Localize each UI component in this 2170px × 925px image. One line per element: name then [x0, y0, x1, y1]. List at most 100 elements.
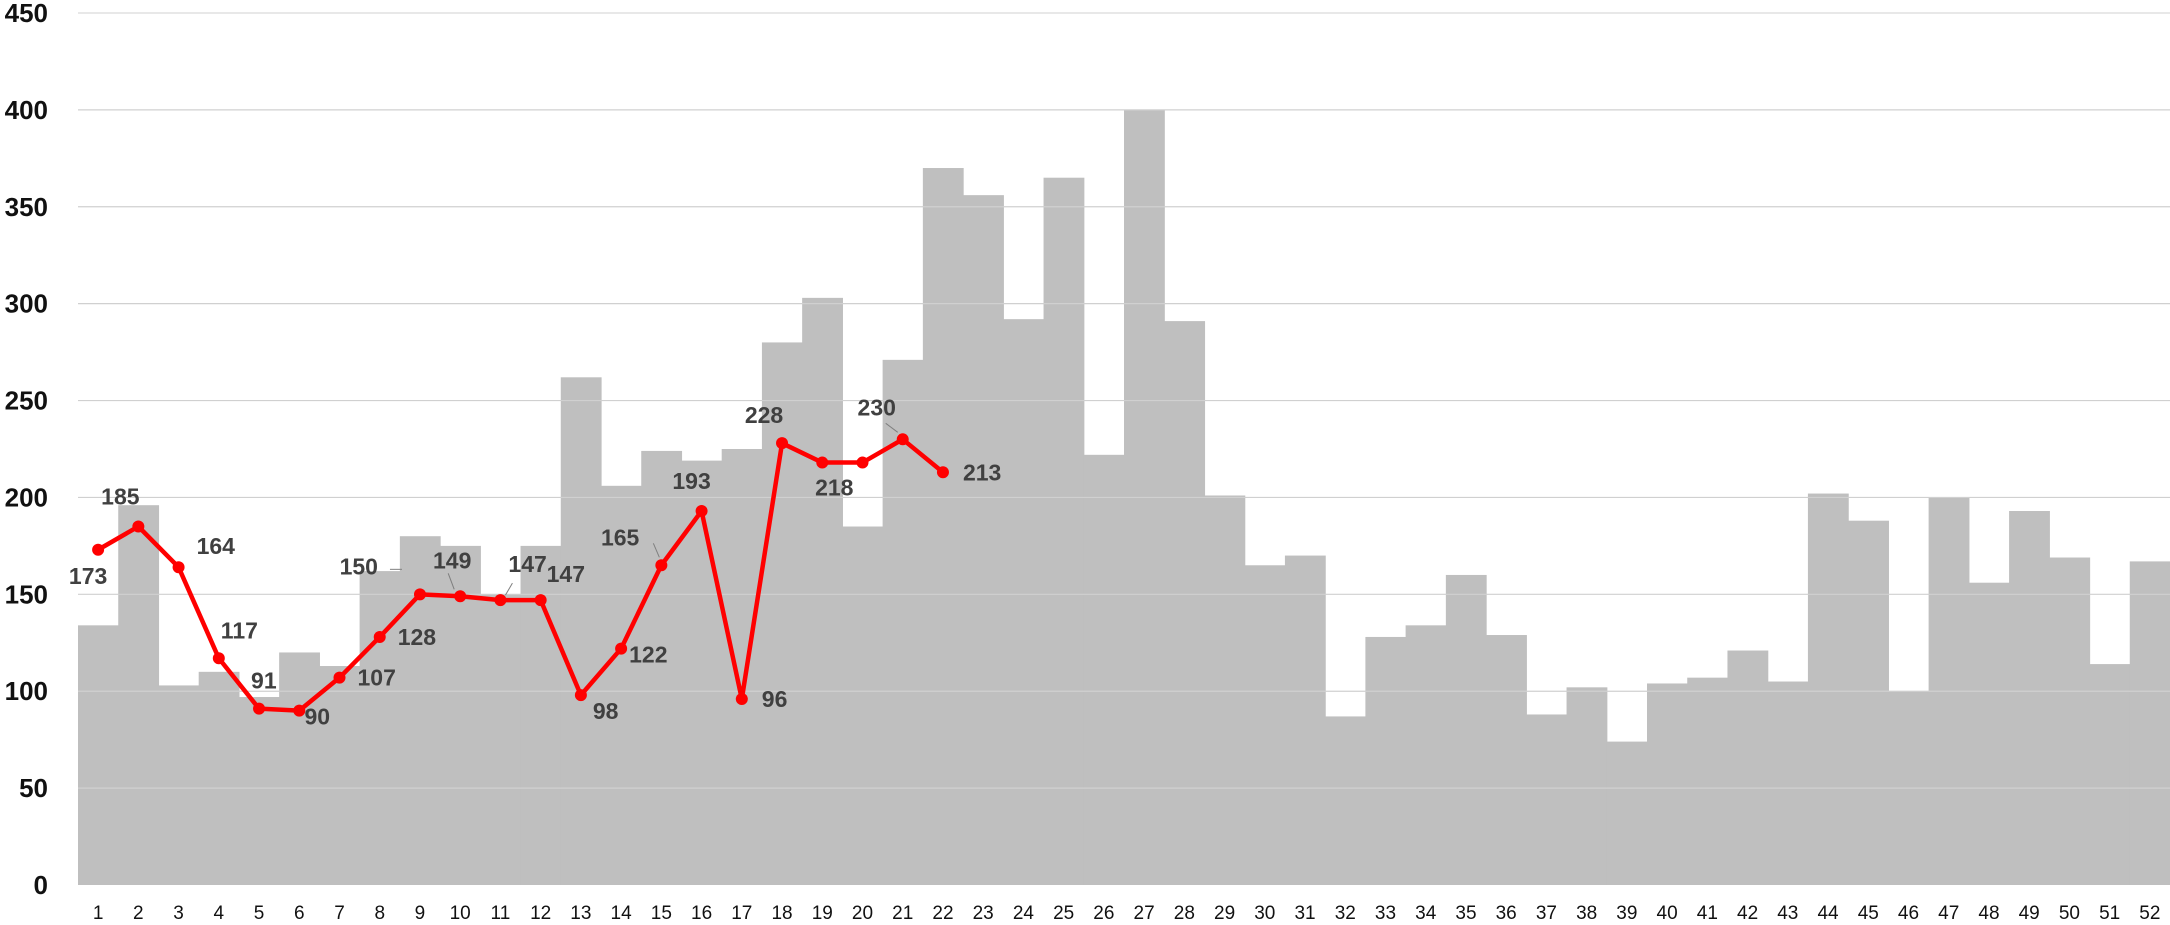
x-axis-ticks: 1 2 3 4 5 6 7 8 9 10 11 12 13 14 15 16 17 18 19 20 21 22 23 24 2…: [93, 903, 2161, 924]
line-point-week-10: [454, 590, 467, 603]
data-label-week-11: 147: [508, 551, 546, 577]
x-tick-label-19: 19: [812, 903, 833, 924]
bar-week-34: [1405, 625, 1447, 885]
bar-week-48: [1968, 582, 2010, 885]
x-tick-label-49: 49: [2019, 903, 2040, 924]
bar-week-3: [158, 685, 200, 885]
bar-week-39: [1606, 741, 1648, 885]
x-tick-label-12: 12: [530, 903, 551, 924]
x-tick-label-42: 42: [1737, 903, 1758, 924]
bar-week-5: [238, 697, 280, 885]
x-tick-label-45: 45: [1858, 903, 1879, 924]
bar-week-42: [1727, 650, 1769, 885]
bar-week-43: [1767, 681, 1809, 885]
line-point-week-12: [534, 594, 547, 607]
line-point-week-22: [936, 466, 949, 479]
data-label-week-21: 230: [858, 394, 896, 420]
x-tick-label-52: 52: [2139, 903, 2160, 924]
bar-week-36: [1486, 635, 1527, 885]
y-tick-label-100: 100: [5, 676, 48, 706]
x-tick-label-22: 22: [932, 903, 953, 924]
x-tick-label-44: 44: [1817, 903, 1839, 924]
data-label-week-15: 165: [601, 524, 640, 550]
y-tick-label-400: 400: [5, 95, 48, 125]
x-tick-label-36: 36: [1496, 903, 1517, 924]
leader-line-week-10: [447, 573, 455, 590]
leader-line-week-15: [652, 543, 660, 558]
bar-week-50: [2049, 557, 2091, 885]
bar-week-40: [1647, 683, 1688, 885]
x-tick-label-4: 4: [214, 903, 225, 924]
x-tick-label-29: 29: [1214, 903, 1235, 924]
y-tick-label-450: 450: [5, 0, 48, 28]
leader-line-week-21: [885, 422, 899, 433]
bar-week-14: [601, 485, 642, 885]
x-tick-label-7: 7: [334, 903, 345, 924]
line-point-week-18: [776, 437, 789, 450]
bar-week-11: [480, 594, 522, 885]
x-tick-label-24: 24: [1013, 903, 1035, 924]
x-tick-label-33: 33: [1375, 903, 1396, 924]
line-point-week-14: [615, 642, 628, 655]
x-tick-label-46: 46: [1898, 903, 1919, 924]
line-point-week-5: [253, 702, 266, 715]
y-tick-label-250: 250: [5, 386, 48, 416]
x-tick-label-23: 23: [973, 903, 994, 924]
bar-week-38: [1566, 687, 1608, 885]
bar-week-28: [1164, 321, 1206, 886]
x-tick-label-38: 38: [1576, 903, 1597, 924]
bar-week-2: [118, 505, 160, 885]
x-tick-label-37: 37: [1536, 903, 1557, 924]
x-tick-label-28: 28: [1174, 903, 1195, 924]
x-tick-label-16: 16: [691, 903, 712, 924]
label-leader-lines: [389, 422, 899, 596]
data-label-week-1: 173: [69, 563, 107, 589]
data-label-week-5: 91: [251, 668, 277, 694]
bar-week-24: [1003, 319, 1045, 885]
x-tick-label-32: 32: [1335, 903, 1356, 924]
bar-week-33: [1365, 636, 1407, 885]
x-tick-label-21: 21: [892, 903, 913, 924]
x-tick-label-15: 15: [651, 903, 672, 924]
data-label-week-12: 147: [547, 561, 585, 587]
y-tick-label-200: 200: [5, 482, 48, 512]
line-point-week-7: [333, 671, 346, 684]
data-label-week-2: 185: [101, 484, 140, 510]
y-tick-label-0: 0: [34, 870, 48, 900]
x-tick-label-13: 13: [570, 903, 591, 924]
data-label-week-8: 128: [398, 624, 437, 650]
line-point-week-19: [816, 456, 829, 469]
bar-week-10: [440, 545, 481, 885]
line-point-week-9: [413, 588, 426, 601]
x-tick-label-1: 1: [93, 903, 104, 924]
bar-week-32: [1325, 716, 1366, 885]
x-tick-label-51: 51: [2099, 903, 2120, 924]
x-tick-label-8: 8: [374, 903, 385, 924]
x-tick-label-26: 26: [1093, 903, 1114, 924]
x-tick-label-43: 43: [1777, 903, 1798, 924]
bar-week-51: [2089, 664, 2131, 885]
bar-week-29: [1204, 495, 1246, 885]
bar-week-17: [721, 449, 763, 885]
data-label-week-17: 96: [762, 686, 788, 712]
line-point-week-13: [574, 689, 587, 702]
bar-week-7: [319, 666, 361, 885]
bar-week-20: [842, 526, 884, 885]
y-tick-label-350: 350: [5, 192, 48, 222]
bar-week-30: [1244, 565, 1286, 885]
data-label-week-18: 228: [745, 402, 784, 428]
x-tick-label-5: 5: [254, 903, 265, 924]
x-tick-label-6: 6: [294, 903, 305, 924]
leader-line-week-11: [504, 582, 513, 596]
bar-week-44: [1807, 493, 1849, 885]
line-point-week-3: [172, 561, 185, 574]
data-label-week-3: 164: [197, 533, 236, 559]
bar-week-49: [2009, 511, 2050, 885]
bar-week-31: [1284, 555, 1326, 885]
data-label-week-13: 98: [593, 698, 619, 724]
line-point-week-4: [212, 652, 225, 665]
data-label-week-6: 90: [304, 704, 330, 730]
bar-week-37: [1526, 714, 1568, 885]
x-tick-label-10: 10: [450, 903, 471, 924]
